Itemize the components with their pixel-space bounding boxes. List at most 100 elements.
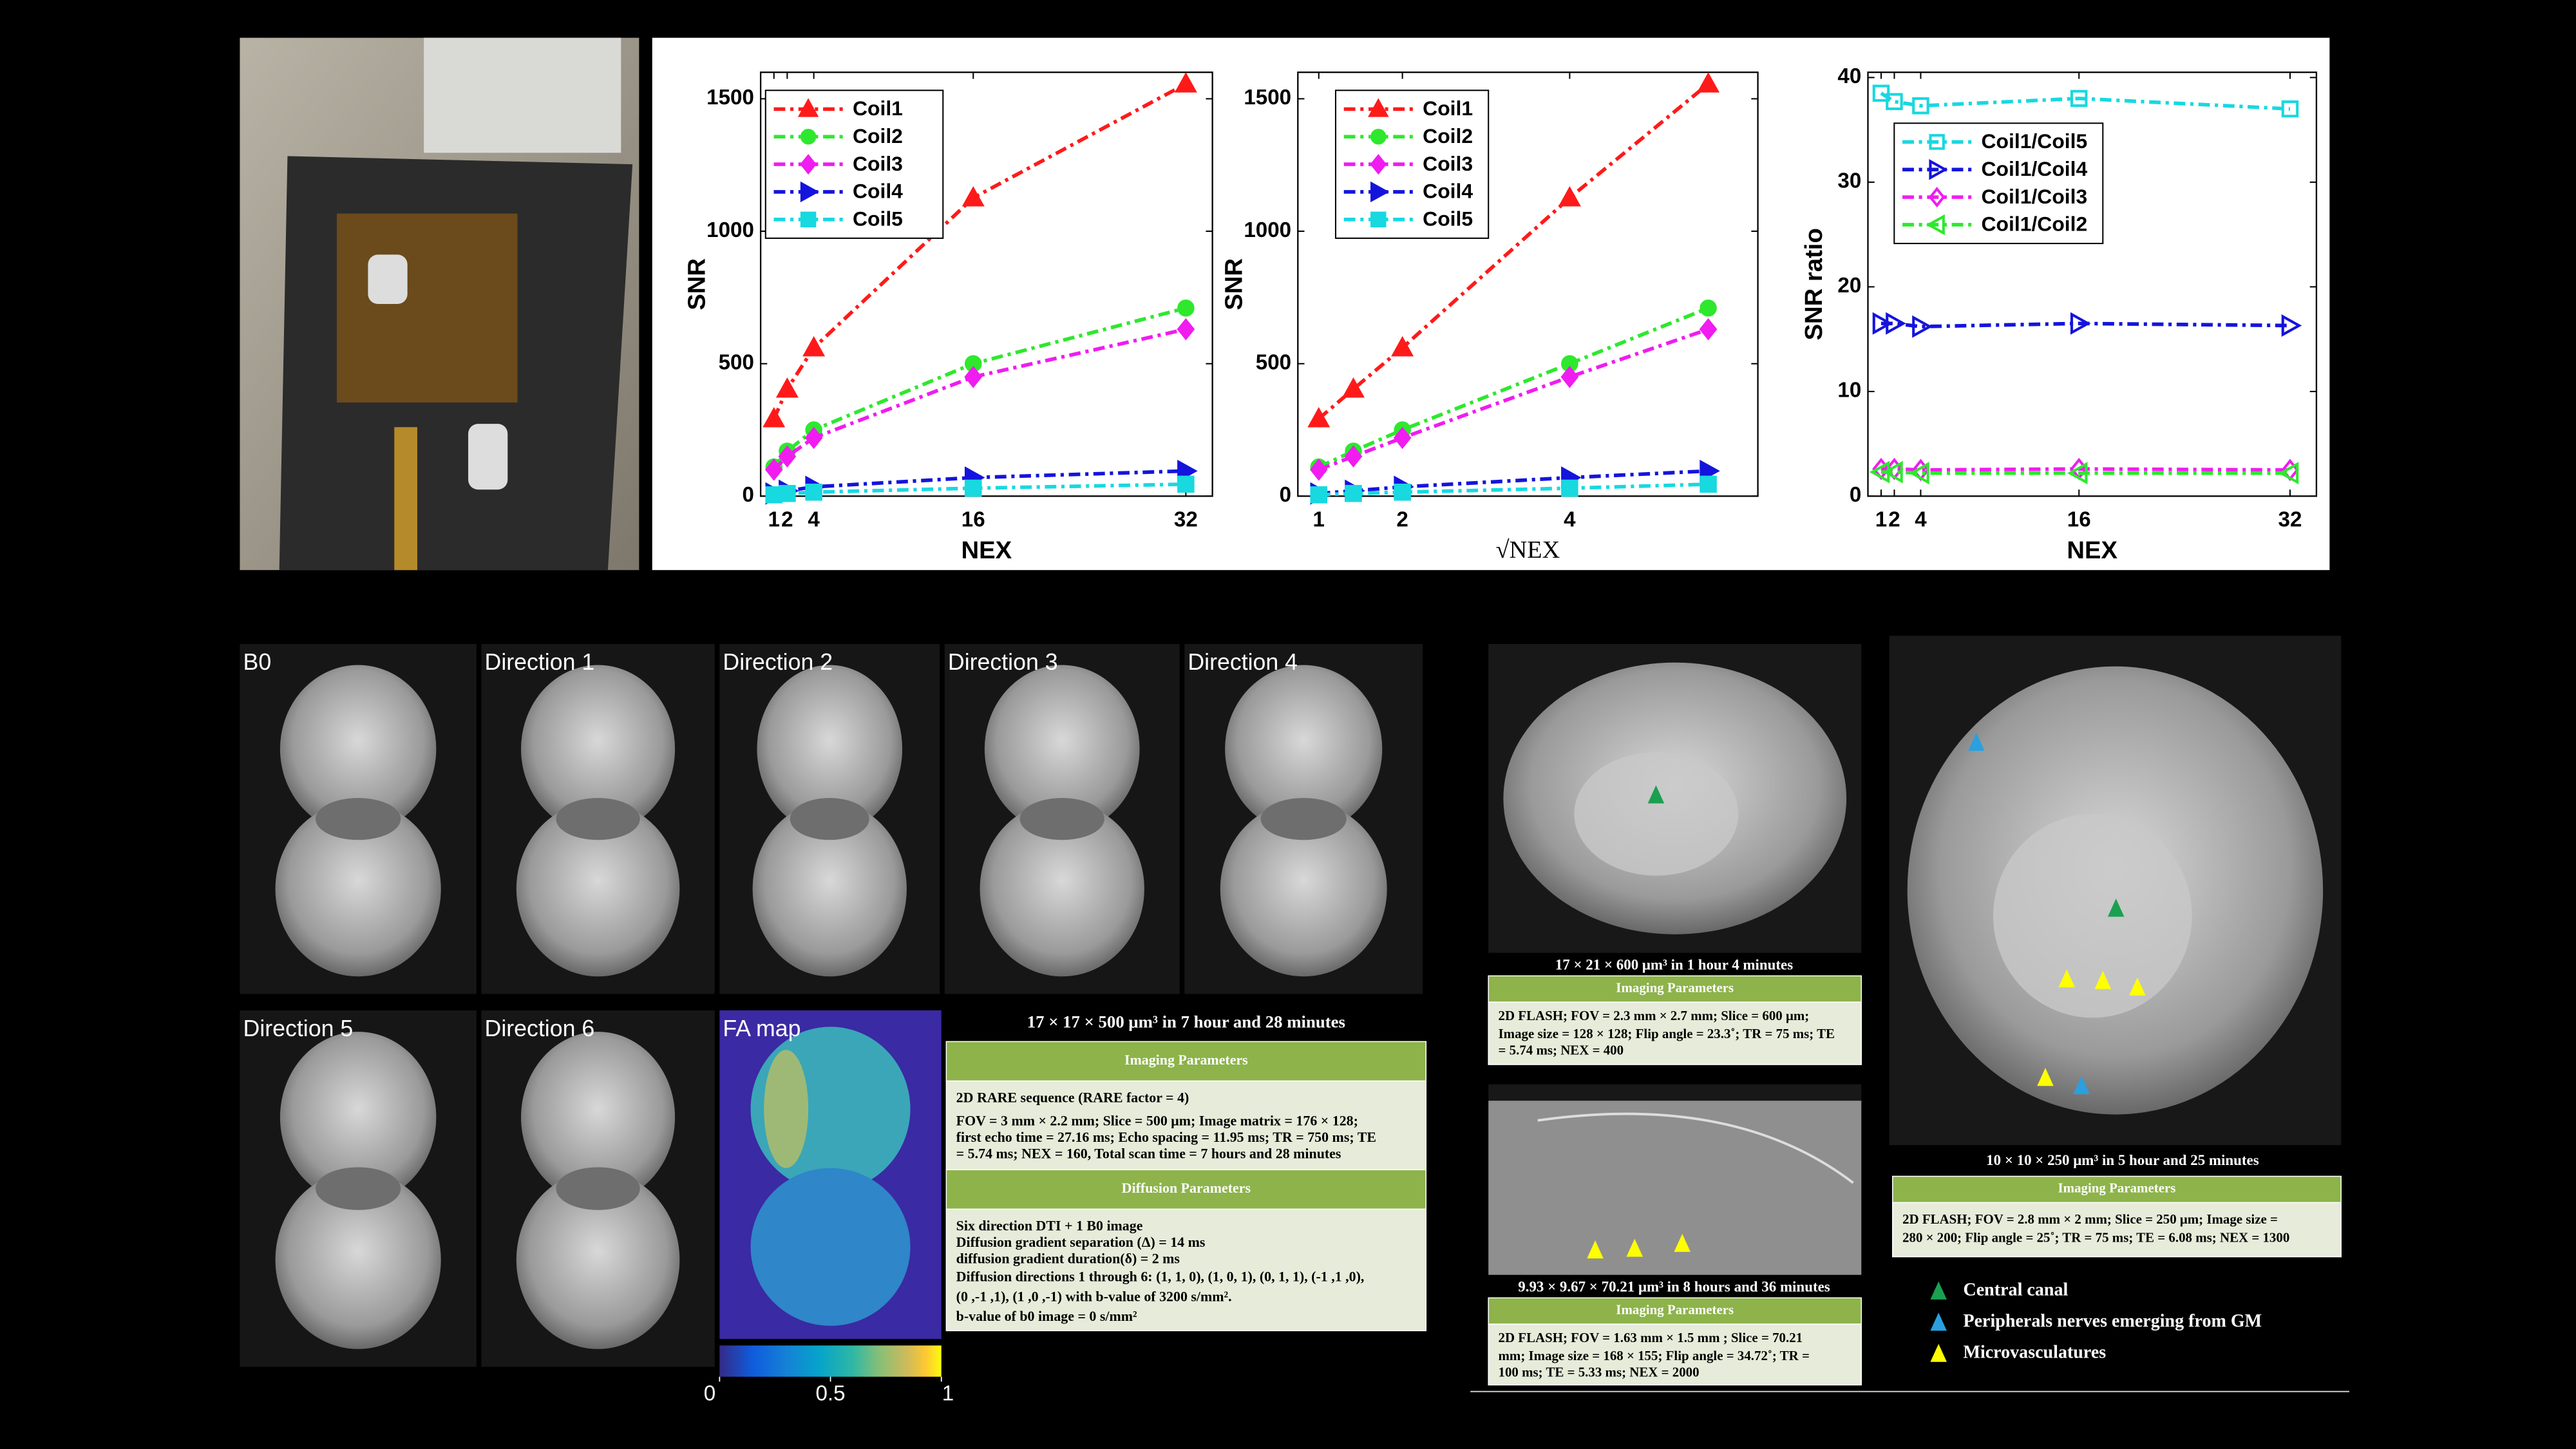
arrowhead — [2129, 977, 2146, 996]
table-line: (0 ,-1 ,1), (1 ,0 ,-1) with b-value of 3… — [956, 1288, 1232, 1304]
y-tick-label: 0 — [1850, 483, 1861, 507]
mri-tissue — [275, 1170, 441, 1349]
marker — [1561, 479, 1578, 497]
mri-waist — [1019, 798, 1104, 840]
arrowhead — [1968, 732, 1985, 751]
mri-tissue — [1220, 801, 1387, 977]
mri-tissue — [757, 665, 903, 833]
x-tick-label: 1 — [768, 507, 780, 531]
marker — [1309, 458, 1328, 481]
x-tick-label: 2 — [1888, 507, 1900, 531]
x-tick-label: 1 — [1313, 507, 1325, 531]
y-tick-label: 1000 — [706, 218, 754, 242]
legend-marker — [1930, 1281, 1947, 1300]
table-body — [945, 1208, 1427, 1332]
marker — [1886, 312, 1906, 335]
arrowhead — [2107, 898, 2125, 917]
arrowhead — [2094, 971, 2112, 989]
mri-tissue — [1488, 1101, 1862, 1275]
marker — [1391, 336, 1414, 357]
axes-frame — [759, 71, 1213, 497]
mri-waist — [556, 798, 640, 840]
arrowhead — [1626, 1238, 1643, 1257]
legend-label: Coil4 — [853, 180, 903, 203]
y-tick-label: 30 — [1837, 169, 1861, 193]
legend-label: Coil3 — [1423, 152, 1473, 175]
legend-marker — [1368, 98, 1389, 117]
x-tick-label: 16 — [961, 507, 985, 531]
marker — [778, 445, 797, 468]
legend-marker — [800, 211, 817, 228]
table-body — [1488, 1323, 1862, 1386]
legend-label: Coil1/Coil3 — [1982, 185, 2088, 208]
table-line: 2D FLASH; FOV = 2.8 mm × 2 mm; Slice = 2… — [1902, 1211, 2278, 1227]
marker — [964, 479, 982, 497]
mri-tissue — [275, 801, 441, 977]
marker — [762, 407, 786, 428]
marker — [1912, 315, 1933, 338]
legend-label: Coil2 — [853, 124, 903, 147]
panel-label: FA map — [723, 1016, 800, 1041]
marker — [1345, 485, 1362, 502]
panel-label: Direction 4 — [1188, 649, 1298, 675]
mri-tissue — [752, 801, 907, 977]
y-axis-label: SNR — [1220, 258, 1247, 310]
legend-label: Coil1 — [853, 97, 903, 120]
y-tick-label: 500 — [1256, 350, 1291, 374]
caption: 10 × 10 × 250 μm³ in 5 hour and 25 minut… — [1986, 1152, 2259, 1168]
x-tick-label: 32 — [1174, 507, 1198, 531]
mri-waist — [316, 798, 401, 840]
colorbar-tick-label: 0.5 — [815, 1382, 845, 1406]
table-title: Imaging Parameters — [1616, 1302, 1734, 1318]
panel-label: Direction 2 — [723, 649, 833, 675]
x-axis-label: NEX — [2067, 536, 2117, 564]
marker — [1393, 426, 1412, 450]
panel-label: Direction 6 — [485, 1016, 595, 1041]
marker — [802, 336, 826, 357]
x-tick-label: 2 — [1396, 507, 1408, 531]
marker — [961, 185, 985, 207]
mri-tissue — [516, 801, 680, 977]
y-tick-label: 1500 — [706, 86, 754, 109]
legend-marker — [800, 154, 817, 175]
table-title: Imaging Parameters — [1124, 1052, 1248, 1068]
table-line: = 5.74 ms; NEX = 400 — [1499, 1042, 1624, 1057]
marker — [1700, 459, 1720, 482]
legend-label: Microvasculatures — [1963, 1342, 2106, 1362]
mri-tissue — [521, 665, 676, 833]
table-line: Diffusion directions 1 through 6: (1, 1,… — [956, 1269, 1365, 1285]
x-tick-label: 32 — [2278, 507, 2302, 531]
marker — [1177, 475, 1195, 493]
marker — [1912, 97, 1929, 115]
chart: 0 10 20 30 40 1 2 4 16 32 NEX SNR ratio Coil1/Coil5 C… — [1800, 64, 2318, 564]
legend-marker — [1926, 214, 1945, 236]
fa-tissue — [750, 1168, 911, 1326]
mri-tissue — [521, 1032, 676, 1203]
marker — [1872, 312, 1893, 335]
marker — [805, 483, 822, 501]
caption: 17 × 17 × 500 μm³ in 7 hour and 28 minut… — [1027, 1012, 1345, 1031]
x-tick-label: 4 — [808, 507, 820, 531]
marker — [1560, 366, 1579, 388]
caption: 9.93 × 9.67 × 70.21 μm³ in 8 hours and 3… — [1518, 1278, 1830, 1294]
table-title: Diffusion Parameters — [1122, 1180, 1251, 1196]
table-title: Imaging Parameters — [1616, 980, 1734, 996]
table-line: Six direction DTI + 1 B0 image — [956, 1218, 1143, 1234]
marker — [964, 366, 983, 388]
legend-label: Coil1/Coil4 — [1982, 157, 2088, 180]
table-line: = 5.74 ms; NEX = 160, Total scan time = … — [956, 1145, 1341, 1161]
y-tick-label: 0 — [1280, 483, 1291, 507]
y-tick-label: 10 — [1837, 379, 1861, 402]
x-axis-label: √NEX — [1496, 536, 1560, 564]
mri-edge — [1537, 1112, 1854, 1184]
legend-marker — [1370, 211, 1387, 228]
legend-marker — [1930, 1343, 1947, 1362]
legend-marker — [800, 128, 817, 145]
table-line: first echo time = 27.16 ms; Echo spacing… — [956, 1129, 1376, 1145]
legend-label: Peripherals nerves emerging from GM — [1963, 1311, 2262, 1331]
chart: 0 500 1000 1500 1 2 4√NEX SNR Coil1 Coil2 Coil3 Coi… — [1220, 71, 1759, 564]
marker — [1869, 460, 1890, 484]
table-title: Imaging Parameters — [2058, 1180, 2176, 1196]
content: 0 500 1000 1500 1 2 4 16 32 NEX SNR Coil1 Coil2 Coil3… — [240, 64, 2342, 1406]
coil-photo — [240, 37, 639, 571]
